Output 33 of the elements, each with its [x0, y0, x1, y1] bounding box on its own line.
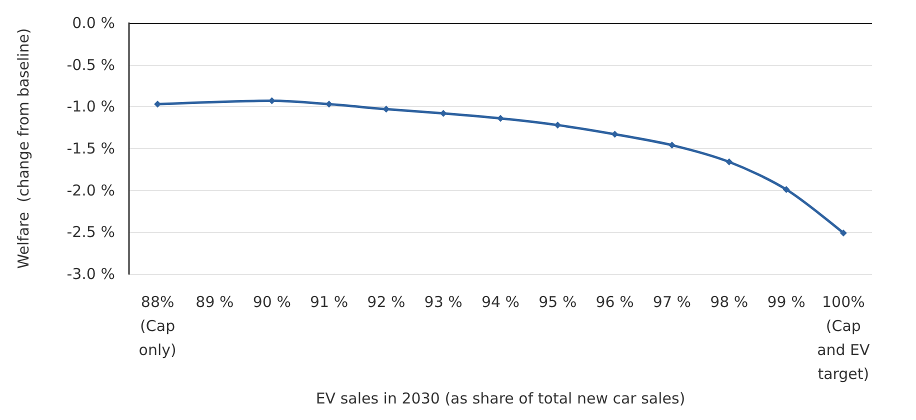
- x-tick-label: 90 %: [252, 293, 291, 311]
- y-tick-label: -2.0 %: [66, 181, 115, 200]
- point: [668, 142, 676, 149]
- x-tick-label: 91 %: [310, 293, 348, 311]
- point: [154, 100, 162, 108]
- x-tick-label: 93 %: [424, 293, 462, 311]
- point: [382, 106, 390, 113]
- point: [497, 114, 504, 122]
- y-tick-label: -3.0 %: [66, 265, 115, 283]
- point: [326, 100, 333, 108]
- x-tick-label: 98 %: [710, 293, 748, 311]
- y-tick-label: -2.5 %: [66, 223, 115, 242]
- point: [726, 158, 733, 166]
- x-tick-label: 89 %: [196, 293, 234, 311]
- x-axis-title: EV sales in 2030 (as share of total new car sales): [316, 389, 686, 408]
- point: [440, 110, 447, 117]
- y-tick-label: 0.0 %: [72, 14, 115, 32]
- y-tick-label: -1.5 %: [66, 140, 115, 158]
- x-tick-label: 99 %: [767, 293, 806, 311]
- y-axis-title: Welfare (change from baseline): [14, 28, 32, 269]
- x-tick-label: 92 %: [367, 293, 406, 311]
- y-tick-label: -1.0 %: [66, 98, 115, 116]
- point: [611, 130, 618, 138]
- x-tick-label: 94 %: [481, 293, 520, 311]
- x-tick-label: 100% (Cap and EV target): [817, 293, 871, 383]
- x-tick-label: 88% (Cap only): [138, 293, 176, 359]
- point: [782, 186, 790, 193]
- point: [554, 122, 562, 129]
- point: [840, 230, 847, 237]
- x-tick-label: 96 %: [596, 293, 634, 311]
- x-tick-label: 95 %: [538, 293, 577, 311]
- y-tick-label: -0.5 %: [66, 56, 115, 74]
- x-tick-label: 97 %: [652, 293, 692, 311]
